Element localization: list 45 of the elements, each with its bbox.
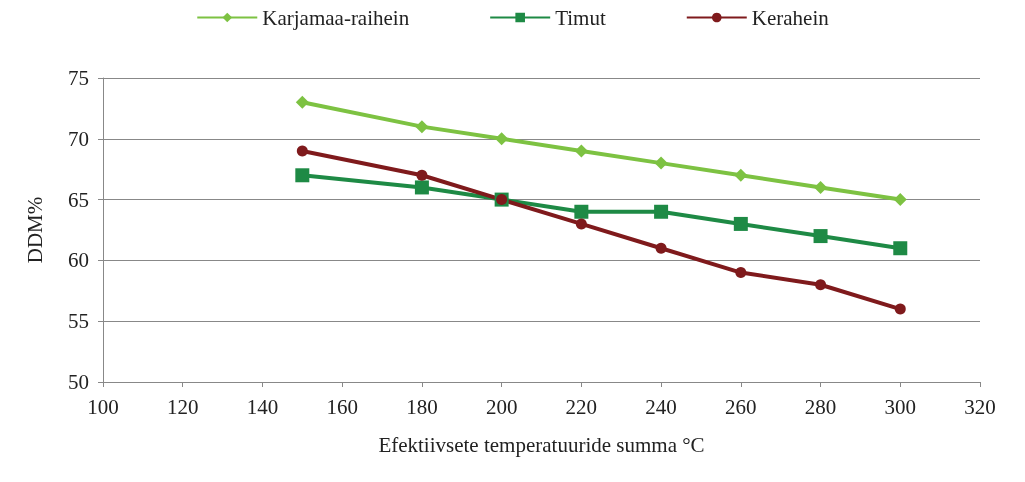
point xyxy=(655,242,667,254)
point xyxy=(813,229,828,244)
x-tick-label: 100 xyxy=(87,394,119,419)
y-tick-label: 55 xyxy=(68,309,89,334)
legend-label: Karjamaa-raihein xyxy=(262,5,410,30)
point xyxy=(574,144,588,158)
point xyxy=(575,218,587,230)
x-tick-label: 180 xyxy=(406,394,438,419)
x-tick-label: 280 xyxy=(804,394,837,419)
y-axis-title: DDM% xyxy=(22,196,47,264)
y-tick-label: 60 xyxy=(68,248,89,273)
y-tick-label: 50 xyxy=(68,370,89,394)
point xyxy=(893,193,907,207)
point xyxy=(574,204,589,219)
legend-label: Timut xyxy=(555,5,606,30)
y-tick-label: 65 xyxy=(68,187,89,212)
x-tick-label: 220 xyxy=(565,394,598,419)
point xyxy=(894,303,906,315)
x-tick-label: 160 xyxy=(326,394,358,419)
x-tick-label: 260 xyxy=(725,394,757,419)
point xyxy=(495,132,509,146)
point xyxy=(814,180,828,194)
point xyxy=(734,168,748,182)
point xyxy=(815,279,827,291)
x-tick-label: 300 xyxy=(884,394,917,419)
y-tick-label: 70 xyxy=(68,126,89,151)
point xyxy=(735,267,747,279)
point xyxy=(893,241,908,256)
legend-label: Kerahein xyxy=(751,5,830,30)
x-tick-label: 140 xyxy=(246,394,279,419)
point xyxy=(416,169,428,181)
point xyxy=(295,95,309,109)
point xyxy=(415,120,429,134)
x-tick-label: 120 xyxy=(166,394,199,419)
point xyxy=(295,168,310,183)
x-axis-title: Efektiivsete temperatuuride summa °C xyxy=(378,432,705,457)
point xyxy=(414,180,429,195)
x-tick-label: 240 xyxy=(645,394,677,419)
y-tick-label: 75 xyxy=(68,66,89,90)
point xyxy=(654,204,669,219)
point xyxy=(296,145,308,157)
x-tick-label: 320 xyxy=(964,394,996,419)
x-tick-label: 200 xyxy=(485,394,518,419)
point xyxy=(654,156,668,170)
point xyxy=(733,216,748,231)
